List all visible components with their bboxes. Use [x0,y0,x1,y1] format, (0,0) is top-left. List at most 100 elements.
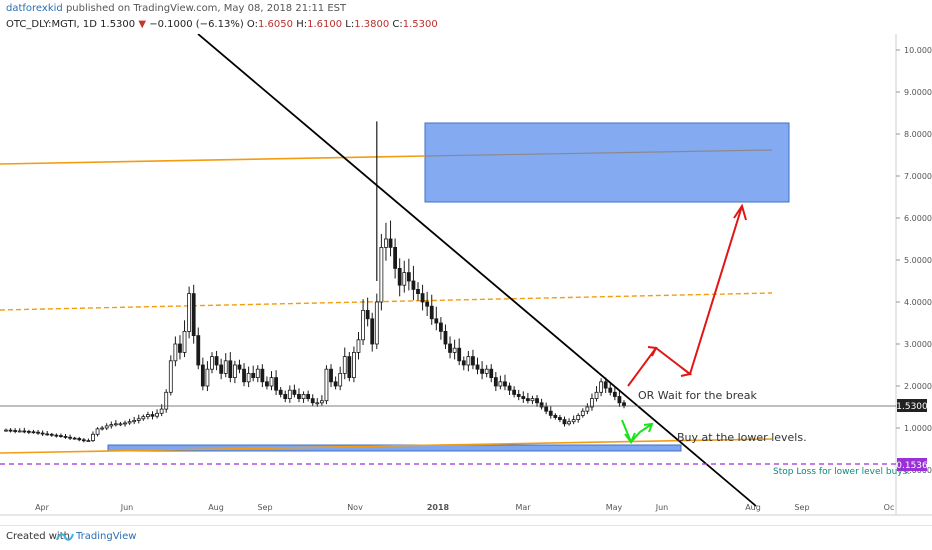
candle-body [54,434,59,437]
stop-price-tag-text: 0.1536 [896,461,928,471]
time-tick-label: Nov [347,503,363,512]
candle-body [68,436,72,439]
created-with-text: Created with [6,531,70,542]
candle-body [402,272,407,286]
annotation-buy-lower: Buy at the lower levels. [677,431,807,444]
candle-body [228,360,233,378]
candle-body [480,368,484,374]
price-tick-label: 1.0000 [904,424,932,433]
ohlc-legend: OTC_DLY:MGTI, 1D 1.5300 ▼ −0.1000 (−6.13… [6,19,438,30]
price-chart[interactable]: 10.0000 9.0000 8.0000 7.0000 6.0000 5.0000 4.0… [0,33,932,516]
candle-body [361,309,365,341]
candle-body [329,368,333,383]
candle-body [297,393,301,399]
candle-body [22,430,27,433]
last-price-tag [897,399,927,412]
low-label: L: [345,19,355,30]
candle-body [576,414,581,420]
candle-body [457,347,462,362]
candle-body [356,339,361,353]
candle-body [260,368,265,383]
time-tick-label: Aug [745,503,761,512]
price-tick-label: 7.0000 [904,172,932,181]
candle-body [237,364,242,370]
candle-body [118,423,123,426]
candle-body [246,372,251,383]
upper-target-zone[interactable] [424,122,790,203]
candle-body [150,414,155,417]
candle-body [315,402,320,405]
candle-body [242,368,246,383]
plot-pane[interactable] [0,34,896,515]
candle-body [438,322,443,332]
candle-body [319,400,324,404]
candle-body [91,433,95,441]
candle-body [86,440,91,443]
price-tick-label: 10.0000 [904,46,932,55]
stop-price-tag [897,458,927,471]
candle-body [196,335,201,366]
lower-support-zone[interactable] [107,444,682,452]
candle-body [45,433,50,436]
candle-body [72,437,77,440]
price-tick-label: 5.0000 [904,256,932,265]
candle-body [100,427,105,430]
candle-body [622,402,626,407]
candle-body [429,305,434,320]
candle-body [292,389,297,395]
low-value: 1.3800 [354,19,390,30]
candle-body [200,364,205,387]
tradingview-logo-icon[interactable] [56,529,74,543]
candle-body [585,406,590,412]
candle-body [287,389,292,400]
candle-body [31,431,36,434]
symbol-label[interactable]: OTC_DLY:MGTI, 1D [6,19,97,30]
descending-trendline[interactable] [197,33,757,507]
chart-header: datforexkid published on TradingView.com… [0,0,932,34]
candle-body [324,368,329,402]
candle-body [493,377,498,387]
tradingview-brand-link[interactable]: TradingView [76,531,137,542]
open-value: 1.6050 [258,19,293,30]
candle-body [95,428,100,435]
time-tick-label: Oc [884,503,895,512]
candle-body [599,381,604,393]
price-tick-label: 6.0000 [904,214,932,223]
red-arrowhead-icon-2 [680,367,693,377]
candle-body [265,381,269,387]
orange-support-line[interactable] [0,438,773,454]
candle-body [370,318,375,345]
chart-area[interactable]: 10.0000 9.0000 8.0000 7.0000 6.0000 5.0000 4.0… [0,33,932,516]
candle-body [406,272,411,282]
candle-body [255,368,260,379]
red-arrow-path [627,205,743,387]
price-tick-label: 8.0000 [904,130,932,139]
footer-bar: Created with TradingView [0,525,932,550]
candle-body [210,356,214,370]
candle-body [278,389,283,395]
candle-body [59,435,63,437]
candle-body [219,364,224,374]
candle-body [306,393,311,399]
candle-body [379,246,384,303]
close-value: 1.5300 [402,19,438,30]
candle-body [503,381,507,387]
candle-body [521,396,526,399]
candle-body [512,389,517,395]
candle-body [342,356,347,374]
time-tick-label: Sep [794,503,809,512]
orange-resistance-line[interactable] [0,155,426,165]
candle-body [274,377,278,391]
candle-body [397,267,402,286]
orange-dashed-midline[interactable] [0,292,773,311]
candle-body [567,421,571,425]
candle-body [146,414,150,418]
author-link[interactable]: datforexkid [6,3,63,14]
candle-body [283,393,288,399]
candle-body [475,364,480,370]
time-axis[interactable]: Apr Jun Aug Sep Nov 2018 Mar May Jun Aug Sep Oc [35,503,894,512]
down-triangle-icon: ▼ [138,19,147,30]
candle-body [420,293,425,303]
candle-body [301,393,306,399]
candle-body [40,432,45,435]
